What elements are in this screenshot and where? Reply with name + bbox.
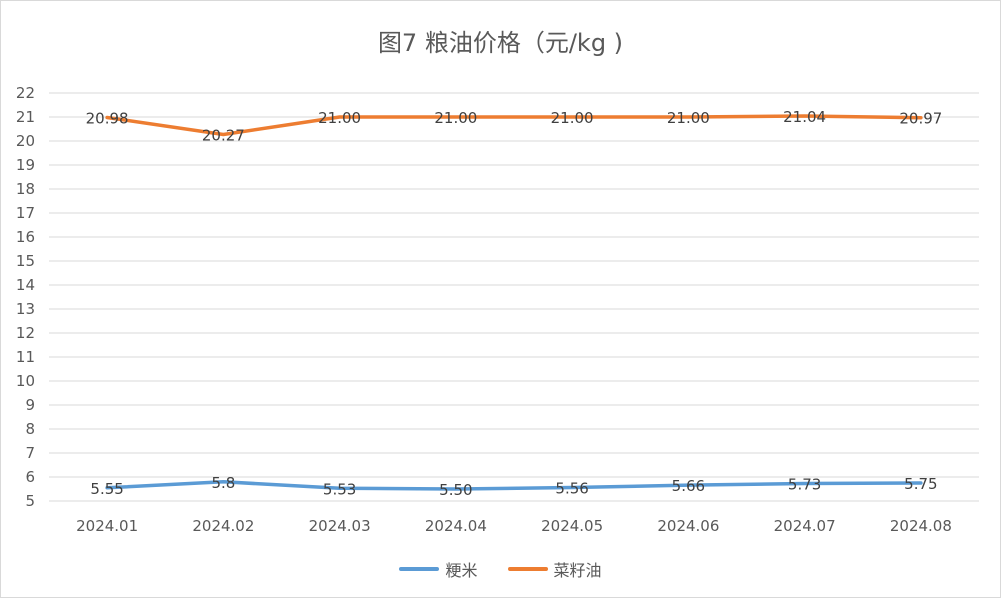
data-label: 5.73 [788, 475, 821, 493]
y-tick-label: 18 [16, 180, 35, 198]
data-label: 20.98 [86, 109, 129, 127]
data-label: 5.55 [90, 480, 123, 498]
data-point [105, 115, 109, 119]
y-tick-label: 20 [16, 132, 35, 150]
x-tick-label: 2024.06 [657, 517, 719, 535]
data-point [338, 115, 342, 119]
data-point [221, 480, 225, 484]
x-tick-label: 2024.04 [425, 517, 487, 535]
data-label: 5.75 [904, 475, 937, 493]
data-label: 21.04 [783, 108, 826, 126]
series-line-1 [105, 114, 923, 137]
data-point [221, 133, 225, 137]
legend-swatch [507, 567, 548, 571]
y-tick-label: 17 [16, 204, 35, 222]
y-tick-label: 15 [16, 252, 35, 270]
x-tick-label: 2024.08 [890, 517, 952, 535]
y-tick-label: 10 [16, 372, 35, 390]
series-line-0 [105, 480, 923, 491]
y-tick-label: 7 [25, 444, 35, 462]
data-point [105, 486, 109, 490]
data-point [686, 115, 690, 119]
y-tick-label: 16 [16, 228, 35, 246]
data-point [454, 115, 458, 119]
y-tick-label: 19 [16, 156, 35, 174]
y-tick-label: 8 [25, 420, 35, 438]
legend-item-series-1: 菜籽油 [507, 557, 602, 581]
chart-title: 图7 粮油价格（元/kg ) [377, 29, 624, 57]
data-label: 5.8 [211, 474, 235, 492]
x-tick-label: 2024.03 [309, 517, 371, 535]
y-tick-label: 6 [25, 468, 35, 486]
data-label: 21.00 [434, 109, 477, 127]
legend-item-series-0: 粳米 [399, 557, 478, 581]
y-tick-label: 12 [16, 324, 35, 342]
data-point [803, 114, 807, 118]
x-tick-label: 2024.01 [76, 517, 138, 535]
y-tick-label: 5 [25, 492, 35, 510]
y-tick-label: 9 [25, 396, 35, 414]
data-point [919, 481, 923, 485]
legend-label: 粳米 [445, 561, 478, 580]
legend-label: 菜籽油 [553, 561, 602, 580]
y-tick-label: 11 [16, 348, 35, 366]
data-label: 5.66 [672, 477, 705, 495]
data-point [338, 486, 342, 490]
y-tick-label: 21 [16, 108, 35, 126]
data-label: 21.00 [318, 109, 361, 127]
data-label: 5.50 [439, 481, 472, 499]
data-point [570, 115, 574, 119]
data-point [686, 483, 690, 487]
y-tick-label: 22 [16, 84, 35, 102]
data-point [803, 481, 807, 485]
data-label: 21.00 [551, 109, 594, 127]
data-label: 20.27 [202, 127, 245, 145]
data-label: 5.56 [555, 480, 588, 498]
data-label: 21.00 [667, 109, 710, 127]
legend-swatch [399, 567, 440, 571]
x-tick-label: 2024.07 [774, 517, 836, 535]
data-point [919, 116, 923, 120]
data-point [570, 486, 574, 490]
data-point [454, 487, 458, 491]
y-tick-label: 14 [16, 276, 35, 294]
x-tick-label: 2024.05 [541, 517, 603, 535]
y-tick-label: 13 [16, 300, 35, 318]
data-label: 5.53 [323, 480, 356, 498]
legend: 粳米 菜籽油 [1, 557, 1000, 581]
data-label: 20.97 [899, 110, 942, 128]
x-tick-label: 2024.02 [192, 517, 254, 535]
